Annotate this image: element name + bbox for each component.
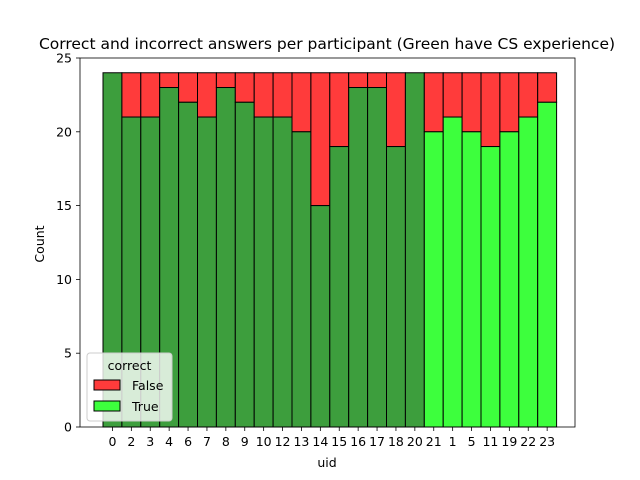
bar-false-21 [423, 72, 444, 133]
bar-false-8 [215, 72, 236, 89]
y-tick-label: 25 [56, 51, 72, 66]
x-tick-label: 15 [331, 434, 347, 449]
bar-false-6 [178, 72, 199, 103]
bar-false-4 [159, 72, 180, 89]
x-tick-label: 21 [426, 434, 442, 449]
bar-false-11 [480, 72, 501, 148]
y-tick-label: 15 [56, 198, 72, 213]
x-tick-label: 22 [520, 434, 536, 449]
bar-false-13 [291, 72, 312, 133]
x-tick-label: 1 [449, 434, 457, 449]
bar-true-19 [499, 131, 520, 428]
bar-false-19 [499, 72, 520, 133]
x-tick-label: 10 [256, 434, 272, 449]
x-tick-label: 13 [293, 434, 309, 449]
x-tick-label: 23 [539, 434, 555, 449]
bar-false-18 [386, 72, 406, 148]
plot-frame [79, 57, 576, 428]
x-tick-label: 20 [407, 434, 423, 449]
x-tick-label: 0 [108, 434, 116, 449]
bar-true-22 [518, 116, 539, 428]
chart-title: Correct and incorrect answers per partic… [39, 35, 615, 53]
bar-false-2 [121, 72, 142, 118]
y-tick-label: 10 [56, 272, 72, 287]
x-tick-label: 4 [165, 434, 173, 449]
bar-true-1 [442, 116, 463, 428]
x-tick-label: 18 [388, 434, 404, 449]
bar-true-14 [310, 205, 331, 428]
bar-false-10 [253, 72, 274, 118]
x-tick-label: 6 [184, 434, 192, 449]
bar-false-14 [310, 72, 331, 207]
x-tick-label: 8 [222, 434, 230, 449]
x-axis-label: uid [317, 455, 336, 470]
x-tick-label: 12 [275, 434, 291, 449]
y-axis: 0 5 10 15 20 25 [56, 51, 80, 435]
bar-false-3 [140, 72, 161, 118]
bar-false-22 [518, 72, 539, 118]
x-tick-label: 17 [369, 434, 385, 449]
bar-false-12 [272, 72, 293, 118]
legend: correct False True [86, 352, 173, 422]
bar-false-15 [329, 72, 350, 148]
x-tick-label: 2 [127, 434, 135, 449]
bar-true-21 [423, 131, 444, 428]
bar-false-23 [537, 72, 558, 103]
y-axis-label: Count [32, 225, 47, 262]
x-tick-label: 3 [146, 434, 154, 449]
bar-true-13 [291, 131, 312, 428]
bar-true-6 [178, 101, 199, 428]
bar-true-12 [272, 116, 293, 428]
x-tick-label: 16 [350, 434, 366, 449]
legend-swatch-false [93, 379, 121, 391]
y-tick-label: 20 [56, 124, 72, 139]
bar-true-8 [215, 87, 236, 428]
bar-false-9 [234, 72, 255, 103]
bar-true-18 [386, 146, 406, 428]
legend-label-false: False [132, 378, 164, 393]
bar-false-16 [348, 72, 369, 89]
legend-label-true: True [131, 399, 159, 414]
x-tick-label: 14 [312, 434, 328, 449]
x-tick-label: 11 [482, 434, 498, 449]
bar-false-17 [367, 72, 388, 89]
x-tick-label: 5 [468, 434, 476, 449]
legend-title: correct [108, 358, 152, 373]
bar-true-20 [404, 72, 425, 428]
bar-true-10 [253, 116, 274, 428]
bar-true-17 [367, 87, 388, 428]
bar-true-16 [348, 87, 369, 428]
bar-true-15 [329, 146, 350, 428]
x-tick-label: 7 [203, 434, 211, 449]
bar-false-7 [197, 72, 217, 118]
bar-false-1 [442, 72, 463, 118]
bar-false-5 [461, 72, 482, 133]
bar-true-11 [480, 146, 501, 428]
x-tick-label: 9 [241, 434, 249, 449]
bar-true-5 [461, 131, 482, 428]
bar-true-7 [197, 116, 217, 428]
x-axis: 0 2 3 4 6 7 8 9 10 12 13 14 15 16 17 18 20 21 1 5 11 19 22 23 [108, 427, 555, 449]
legend-swatch-true [93, 400, 121, 412]
x-tick-label: 19 [501, 434, 517, 449]
bar-true-9 [234, 101, 255, 428]
y-tick-label: 5 [64, 346, 72, 361]
y-tick-label: 0 [64, 420, 72, 435]
bar-true-23 [537, 101, 558, 428]
